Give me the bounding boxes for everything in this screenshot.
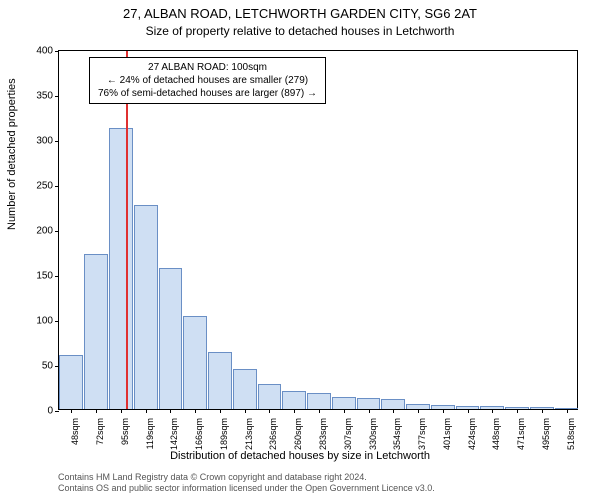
histogram-bar [258, 384, 282, 409]
x-tick-mark [468, 409, 469, 413]
y-tick-label: 50 [42, 361, 53, 372]
y-tick-label: 250 [36, 181, 53, 192]
x-tick-mark [319, 409, 320, 413]
histogram-bar [307, 393, 331, 409]
x-tick-label: 142sqm [169, 418, 179, 450]
y-tick-mark [55, 51, 59, 52]
annotation-box: 27 ALBAN ROAD: 100sqm ← 24% of detached … [89, 57, 326, 104]
y-tick-label: 0 [47, 406, 53, 417]
y-tick-mark [55, 186, 59, 187]
histogram-bar [84, 254, 108, 409]
x-tick-mark [443, 409, 444, 413]
x-tick-mark [492, 409, 493, 413]
y-tick-label: 350 [36, 91, 53, 102]
histogram-bar [134, 205, 158, 409]
histogram-bar [233, 369, 257, 409]
y-tick-mark [55, 366, 59, 367]
x-tick-mark [146, 409, 147, 413]
x-tick-label: 495sqm [541, 418, 551, 450]
x-tick-mark [517, 409, 518, 413]
x-tick-label: 401sqm [442, 418, 452, 450]
x-tick-mark [294, 409, 295, 413]
x-tick-label: 236sqm [268, 418, 278, 450]
x-tick-mark [369, 409, 370, 413]
y-tick-label: 200 [36, 226, 53, 237]
histogram-bar [208, 352, 232, 409]
x-tick-label: 330sqm [368, 418, 378, 450]
y-tick-label: 100 [36, 316, 53, 327]
annotation-title: 27 ALBAN ROAD: 100sqm [98, 61, 317, 74]
attribution-line1: Contains HM Land Registry data © Crown c… [58, 472, 578, 483]
x-tick-label: 471sqm [516, 418, 526, 450]
x-tick-mark [96, 409, 97, 413]
y-tick-mark [55, 96, 59, 97]
y-tick-mark [55, 411, 59, 412]
x-tick-mark [121, 409, 122, 413]
x-tick-mark [418, 409, 419, 413]
x-tick-label: 448sqm [491, 418, 501, 450]
x-axis-label: Distribution of detached houses by size … [0, 450, 600, 462]
x-tick-label: 48sqm [70, 418, 80, 445]
histogram-bar [357, 398, 381, 409]
attribution-text: Contains HM Land Registry data © Crown c… [58, 472, 578, 494]
x-tick-label: 189sqm [219, 418, 229, 450]
x-tick-label: 354sqm [392, 418, 402, 450]
reference-line [126, 51, 128, 409]
x-tick-label: 424sqm [467, 418, 477, 450]
y-tick-mark [55, 231, 59, 232]
annotation-line3: 76% of semi-detached houses are larger (… [98, 87, 317, 100]
x-tick-mark [245, 409, 246, 413]
x-tick-mark [567, 409, 568, 413]
y-tick-mark [55, 276, 59, 277]
annotation-line2: ← 24% of detached houses are smaller (27… [98, 74, 317, 87]
x-tick-mark [170, 409, 171, 413]
y-axis-label: Number of detached properties [6, 78, 18, 230]
x-tick-label: 95sqm [120, 418, 130, 445]
x-tick-label: 307sqm [343, 418, 353, 450]
histogram-bar [109, 128, 133, 409]
x-tick-label: 72sqm [95, 418, 105, 445]
x-tick-mark [71, 409, 72, 413]
y-tick-label: 150 [36, 271, 53, 282]
attribution-line2: Contains OS and public sector informatio… [58, 483, 578, 494]
histogram-bar [183, 316, 207, 409]
chart-plot-area: 05010015020025030035040048sqm72sqm95sqm1… [58, 50, 578, 410]
histogram-bar [59, 355, 83, 409]
x-tick-label: 119sqm [145, 418, 155, 449]
histogram-bar [381, 399, 405, 409]
y-tick-label: 300 [36, 136, 53, 147]
x-tick-label: 377sqm [417, 418, 427, 450]
x-tick-label: 260sqm [293, 418, 303, 450]
chart-title-2: Size of property relative to detached ho… [0, 24, 600, 38]
y-tick-mark [55, 321, 59, 322]
x-tick-mark [269, 409, 270, 413]
histogram-bar [159, 268, 183, 409]
x-tick-mark [542, 409, 543, 413]
x-tick-mark [344, 409, 345, 413]
chart-title-1: 27, ALBAN ROAD, LETCHWORTH GARDEN CITY, … [0, 6, 600, 21]
x-tick-mark [393, 409, 394, 413]
x-tick-label: 166sqm [194, 418, 204, 450]
histogram-bar [332, 397, 356, 409]
x-tick-label: 283sqm [318, 418, 328, 450]
y-tick-label: 400 [36, 46, 53, 57]
histogram-bar [282, 391, 306, 409]
y-tick-mark [55, 141, 59, 142]
x-tick-label: 213sqm [244, 418, 254, 450]
x-tick-mark [220, 409, 221, 413]
x-tick-mark [195, 409, 196, 413]
x-tick-label: 518sqm [566, 418, 576, 450]
